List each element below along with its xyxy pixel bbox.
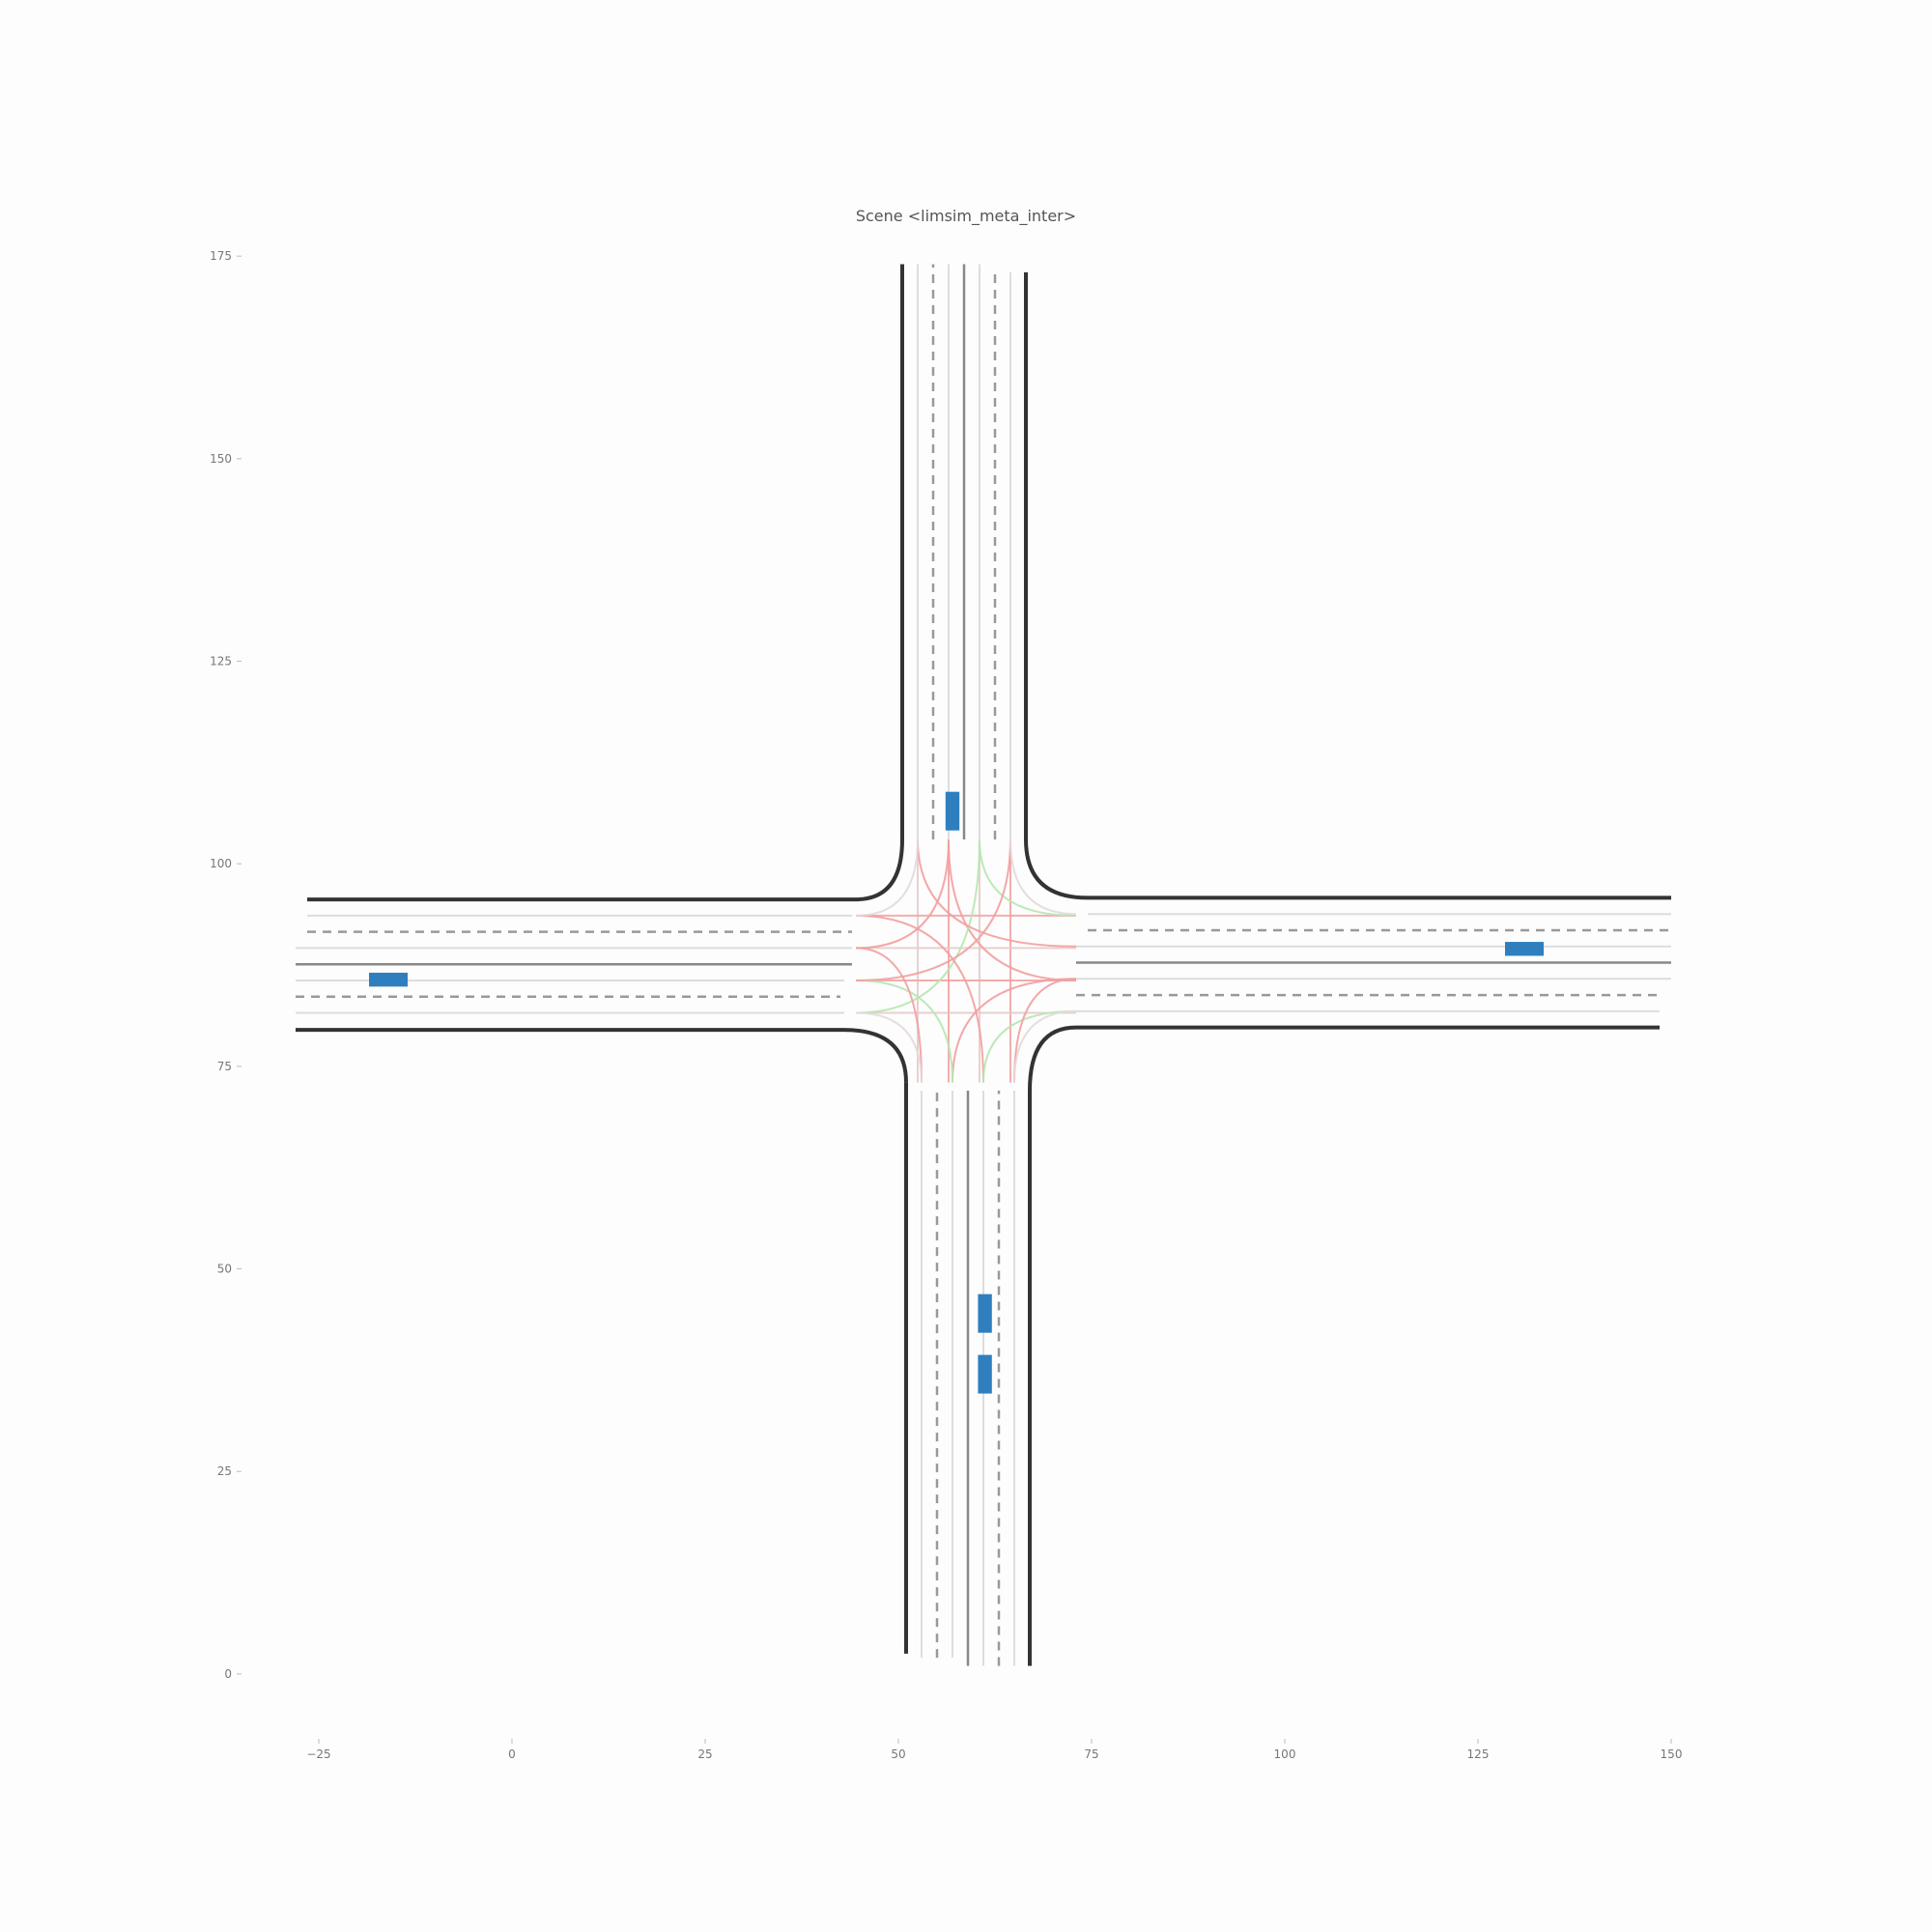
junction-turn-connector <box>1013 978 1077 1083</box>
junction-turn-connector <box>855 1011 923 1083</box>
x-tick: 25 <box>697 1739 713 1761</box>
x-tick: 0 <box>508 1739 516 1761</box>
junction-turn-connector <box>855 839 980 1014</box>
y-tick-label: 125 <box>210 655 232 668</box>
junction-turn-connector <box>855 839 950 950</box>
junction-turn-connector <box>855 979 953 1083</box>
junction-turn-connector <box>952 978 1077 1083</box>
vehicle-marker <box>1505 942 1544 956</box>
y-tick-label: 175 <box>210 249 232 263</box>
vehicle-marker <box>945 791 960 831</box>
y-tick-label: 25 <box>217 1464 232 1478</box>
junction-turn-connector <box>855 839 1011 981</box>
junction-turn-connector <box>982 1009 1077 1083</box>
vehicle-marker <box>978 1354 992 1394</box>
junction-turn-connector <box>855 914 984 1083</box>
x-tick: 50 <box>891 1739 906 1761</box>
chart-title: Scene <limsim_meta_inter> <box>855 207 1077 225</box>
junction-turn-connector <box>979 839 1077 917</box>
y-tick: 50 <box>217 1263 242 1276</box>
x-tick-label: 150 <box>1661 1747 1683 1761</box>
junction-corner-edge <box>855 839 904 902</box>
y-tick: 150 <box>210 452 242 466</box>
junction-turn-connector <box>855 839 919 917</box>
x-tick-label: 125 <box>1467 1747 1490 1761</box>
y-tick-label: 100 <box>210 857 232 870</box>
x-tick-label: −25 <box>306 1747 330 1761</box>
junction-corner-edge <box>1028 1025 1077 1092</box>
x-tick: −25 <box>306 1739 331 1761</box>
junction-turn-connector <box>855 947 923 1083</box>
x-tick: 100 <box>1274 1739 1296 1761</box>
y-tick: 100 <box>210 857 242 870</box>
vehicle-marker <box>978 1293 992 1333</box>
x-tick: 150 <box>1661 1739 1683 1761</box>
x-tick: 125 <box>1467 1739 1490 1761</box>
vehicles-layer <box>369 791 1544 1394</box>
x-tick-label: 100 <box>1274 1747 1296 1761</box>
junction-corner-edge <box>843 1028 908 1083</box>
y-tick: 125 <box>210 655 242 668</box>
x-tick-label: 25 <box>697 1747 712 1761</box>
road-network-layer <box>296 264 1671 1666</box>
y-tick-label: 0 <box>224 1667 232 1681</box>
x-tick-label: 0 <box>508 1747 516 1761</box>
x-tick-label: 75 <box>1084 1747 1098 1761</box>
x-tick-label: 50 <box>891 1747 905 1761</box>
x-tick: 75 <box>1084 1739 1099 1761</box>
junction-connectors-layer <box>855 839 1077 1083</box>
junction-turn-connector <box>917 839 1077 948</box>
junction-turn-connector <box>1013 1009 1077 1083</box>
axes-layer: −25 0 25 50 75 100 125 150 0 25 50 75 100 125 150 175 <box>210 249 1682 1761</box>
y-tick: 75 <box>217 1060 242 1073</box>
vehicle-marker <box>369 972 408 987</box>
y-tick-label: 50 <box>217 1263 232 1276</box>
junction-turn-connector <box>1009 839 1077 916</box>
y-tick-label: 150 <box>210 452 232 466</box>
y-tick-label: 75 <box>217 1060 232 1073</box>
y-tick: 175 <box>210 249 242 263</box>
junction-corner-edge <box>1024 839 1089 900</box>
junction-turn-connector <box>948 839 1077 981</box>
y-tick: 0 <box>224 1667 242 1681</box>
junction-corners-layer <box>843 839 1089 1092</box>
y-tick: 25 <box>217 1464 242 1478</box>
